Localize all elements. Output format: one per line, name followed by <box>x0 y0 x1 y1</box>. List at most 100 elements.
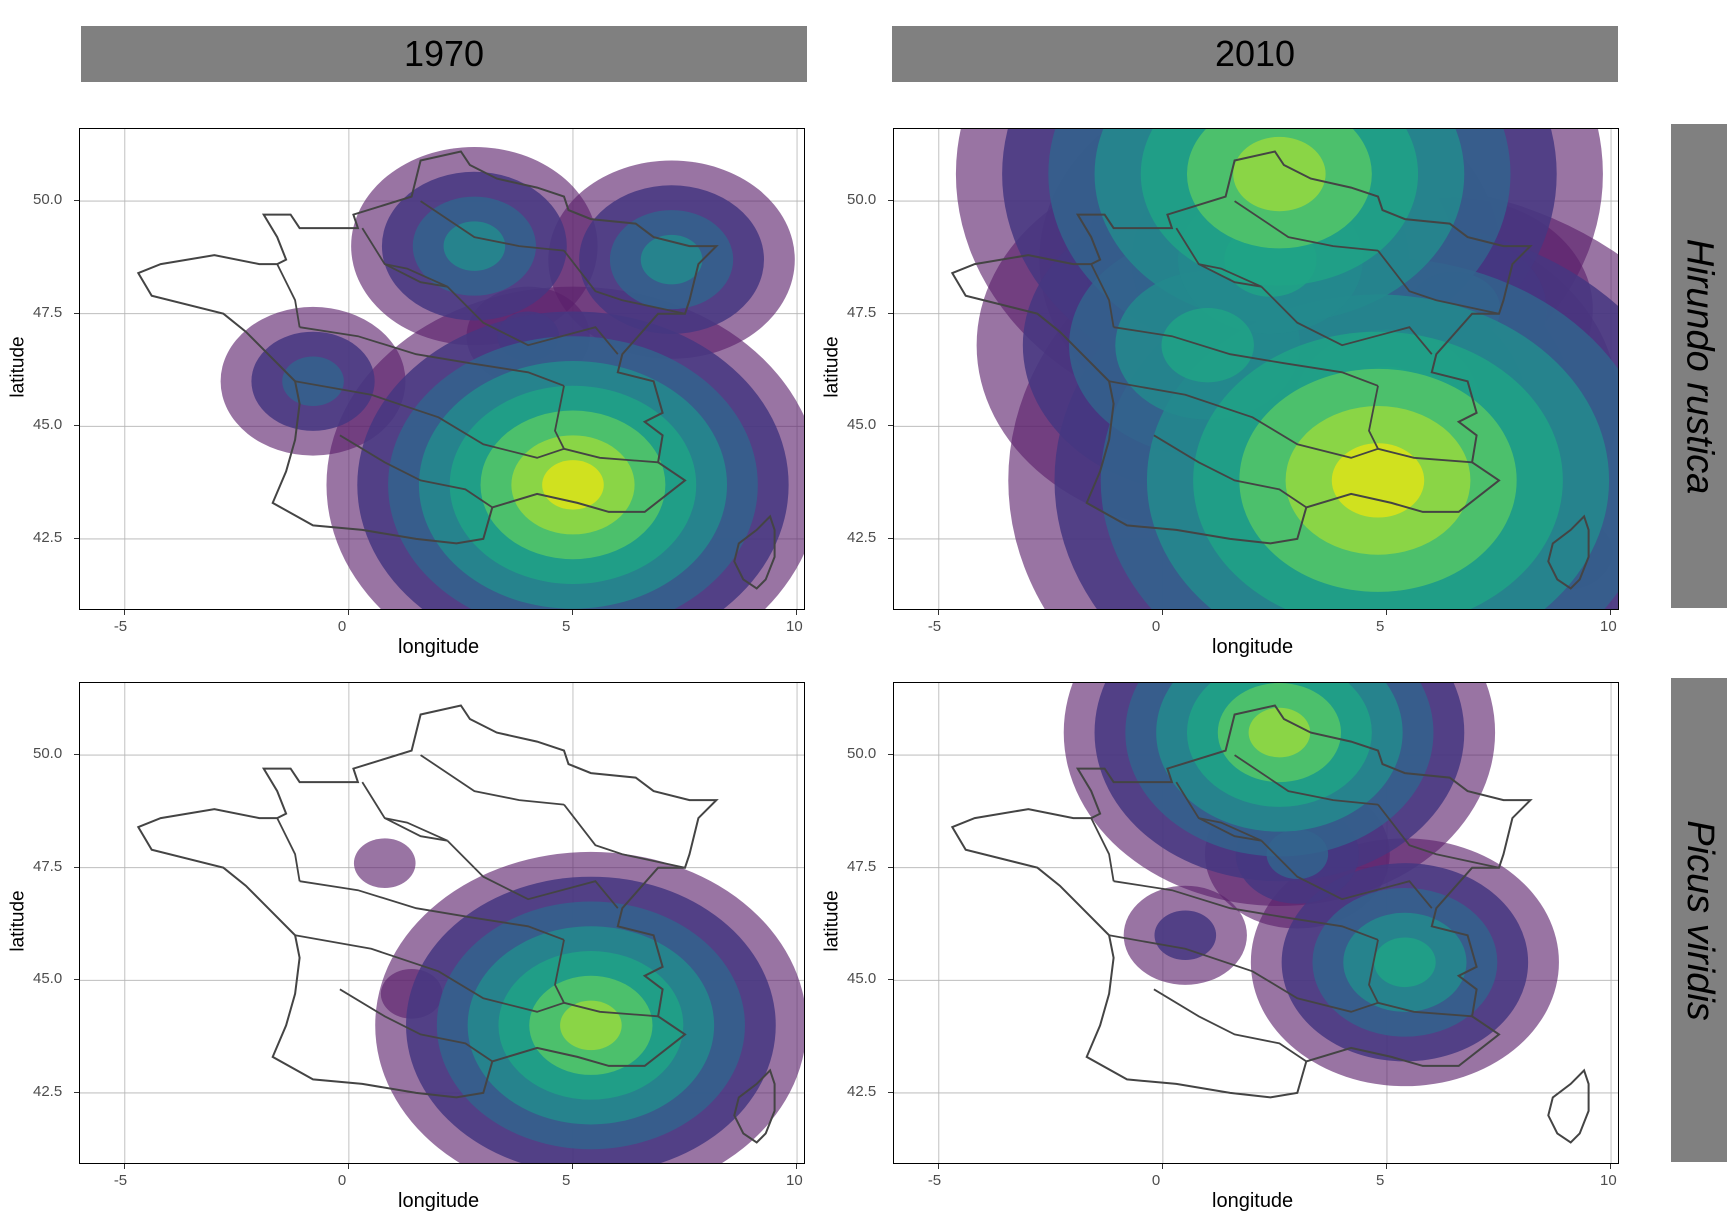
density-contour-level-7 <box>1248 707 1311 758</box>
x-tick-label: 10 <box>786 618 803 635</box>
region-border <box>276 263 301 328</box>
x-tick-mark <box>571 1164 573 1169</box>
x-axis-label: longitude <box>1212 636 1294 658</box>
y-tick-label: 45.0 <box>847 970 877 988</box>
x-tick-label: 0 <box>1151 618 1161 635</box>
x-tick-mark <box>1161 610 1163 615</box>
region-border <box>361 781 448 842</box>
x-tick-label: -5 <box>927 618 942 635</box>
region-border <box>339 988 493 1063</box>
y-tick-label: 47.5 <box>847 303 877 321</box>
region-border <box>1113 326 1379 387</box>
density-contour-level-3 <box>1266 829 1329 879</box>
density-contour-level-5 <box>1161 308 1254 383</box>
y-axis-label: latitude <box>821 890 843 952</box>
x-tick-mark <box>1161 1164 1163 1169</box>
facet-strip-label: 2010 <box>1214 33 1296 74</box>
region-border <box>1153 988 1307 1063</box>
region-border <box>1108 934 1379 1013</box>
france-outline <box>136 150 719 545</box>
y-tick-label: 45.0 <box>847 416 877 434</box>
x-tick-label: 5 <box>1375 1172 1385 1189</box>
region-border <box>1090 263 1115 328</box>
corsica-outline <box>733 1068 776 1144</box>
facet-strip-hirundo: Hirundo rustica <box>1671 124 1727 608</box>
y-tick-label: 47.5 <box>847 857 877 875</box>
region-border <box>1368 385 1473 464</box>
x-tick-label: 0 <box>1151 1172 1161 1189</box>
region-border <box>1377 804 1500 869</box>
y-tick-mark <box>74 537 79 539</box>
y-tick-mark <box>74 425 79 427</box>
x-tick-mark <box>123 1164 125 1169</box>
region-border <box>1198 263 1262 288</box>
y-tick-mark <box>74 979 79 981</box>
y-tick-label: 45.0 <box>33 416 63 434</box>
region-border <box>299 326 565 387</box>
region-border <box>1175 227 1262 288</box>
region-border <box>420 754 565 806</box>
facet-strip-label: Picus viridis <box>1678 819 1721 1021</box>
x-tick-mark <box>796 1164 798 1169</box>
region-border <box>1234 200 1379 252</box>
x-axis-label: longitude <box>398 1190 480 1212</box>
corsica-outline <box>1547 1068 1590 1144</box>
y-tick-mark <box>74 1091 79 1093</box>
y-tick-mark <box>888 866 893 868</box>
region-border <box>299 880 565 941</box>
y-tick-label: 42.5 <box>33 528 63 546</box>
y-tick-label: 47.5 <box>33 857 63 875</box>
y-tick-mark <box>74 312 79 314</box>
x-tick-label: -5 <box>113 1172 128 1189</box>
facet-strip-1970: 1970 <box>81 26 807 82</box>
france-outline <box>950 704 1533 1099</box>
x-tick-mark <box>347 610 349 615</box>
region-border <box>384 263 448 288</box>
x-tick-label: 5 <box>561 1172 571 1189</box>
x-tick-mark <box>571 610 573 615</box>
x-tick-label: 10 <box>1600 618 1617 635</box>
region-border <box>294 380 565 459</box>
x-tick-mark <box>1385 610 1387 615</box>
corsica-outline <box>1547 514 1590 590</box>
region-border <box>1260 286 1433 355</box>
x-tick-label: 5 <box>1375 618 1385 635</box>
x-tick-label: 0 <box>337 1172 347 1189</box>
density-contour-level-2 <box>1154 910 1217 961</box>
density-map-svg <box>894 129 1618 609</box>
x-tick-label: -5 <box>113 618 128 635</box>
y-tick-mark <box>888 1091 893 1093</box>
y-tick-label: 50.0 <box>847 191 877 209</box>
region-border <box>294 934 565 1013</box>
x-tick-label: -5 <box>927 1172 942 1189</box>
region-border <box>1377 250 1500 315</box>
y-tick-label: 42.5 <box>33 1082 63 1100</box>
y-tick-label: 42.5 <box>847 528 877 546</box>
region-border <box>1198 817 1262 842</box>
y-tick-label: 50.0 <box>847 745 877 763</box>
x-tick-label: 10 <box>786 1172 803 1189</box>
x-axis-label: longitude <box>1212 1190 1294 1212</box>
region-border <box>384 817 448 842</box>
region-border <box>1090 817 1115 882</box>
x-axis-label: longitude <box>398 636 480 658</box>
region-border <box>361 227 448 288</box>
x-tick-label: 0 <box>337 618 347 635</box>
y-tick-label: 45.0 <box>33 970 63 988</box>
density-contour-level-4 <box>640 234 703 285</box>
map-panel-picus-1970 <box>79 682 805 1164</box>
region-border <box>446 286 619 355</box>
region-border <box>1368 939 1473 1018</box>
density-contour-level-7 <box>1233 136 1326 212</box>
y-axis-label: latitude <box>7 336 29 398</box>
y-tick-label: 50.0 <box>33 745 63 763</box>
region-border <box>1113 880 1379 941</box>
france-outline <box>136 704 719 1099</box>
region-border <box>1108 380 1379 459</box>
region-border <box>446 840 619 909</box>
density-contour-level-3 <box>282 356 344 407</box>
region-border <box>1175 781 1262 842</box>
y-tick-mark <box>888 200 893 202</box>
y-axis-label: latitude <box>821 336 843 398</box>
map-panel-picus-2010 <box>893 682 1619 1164</box>
